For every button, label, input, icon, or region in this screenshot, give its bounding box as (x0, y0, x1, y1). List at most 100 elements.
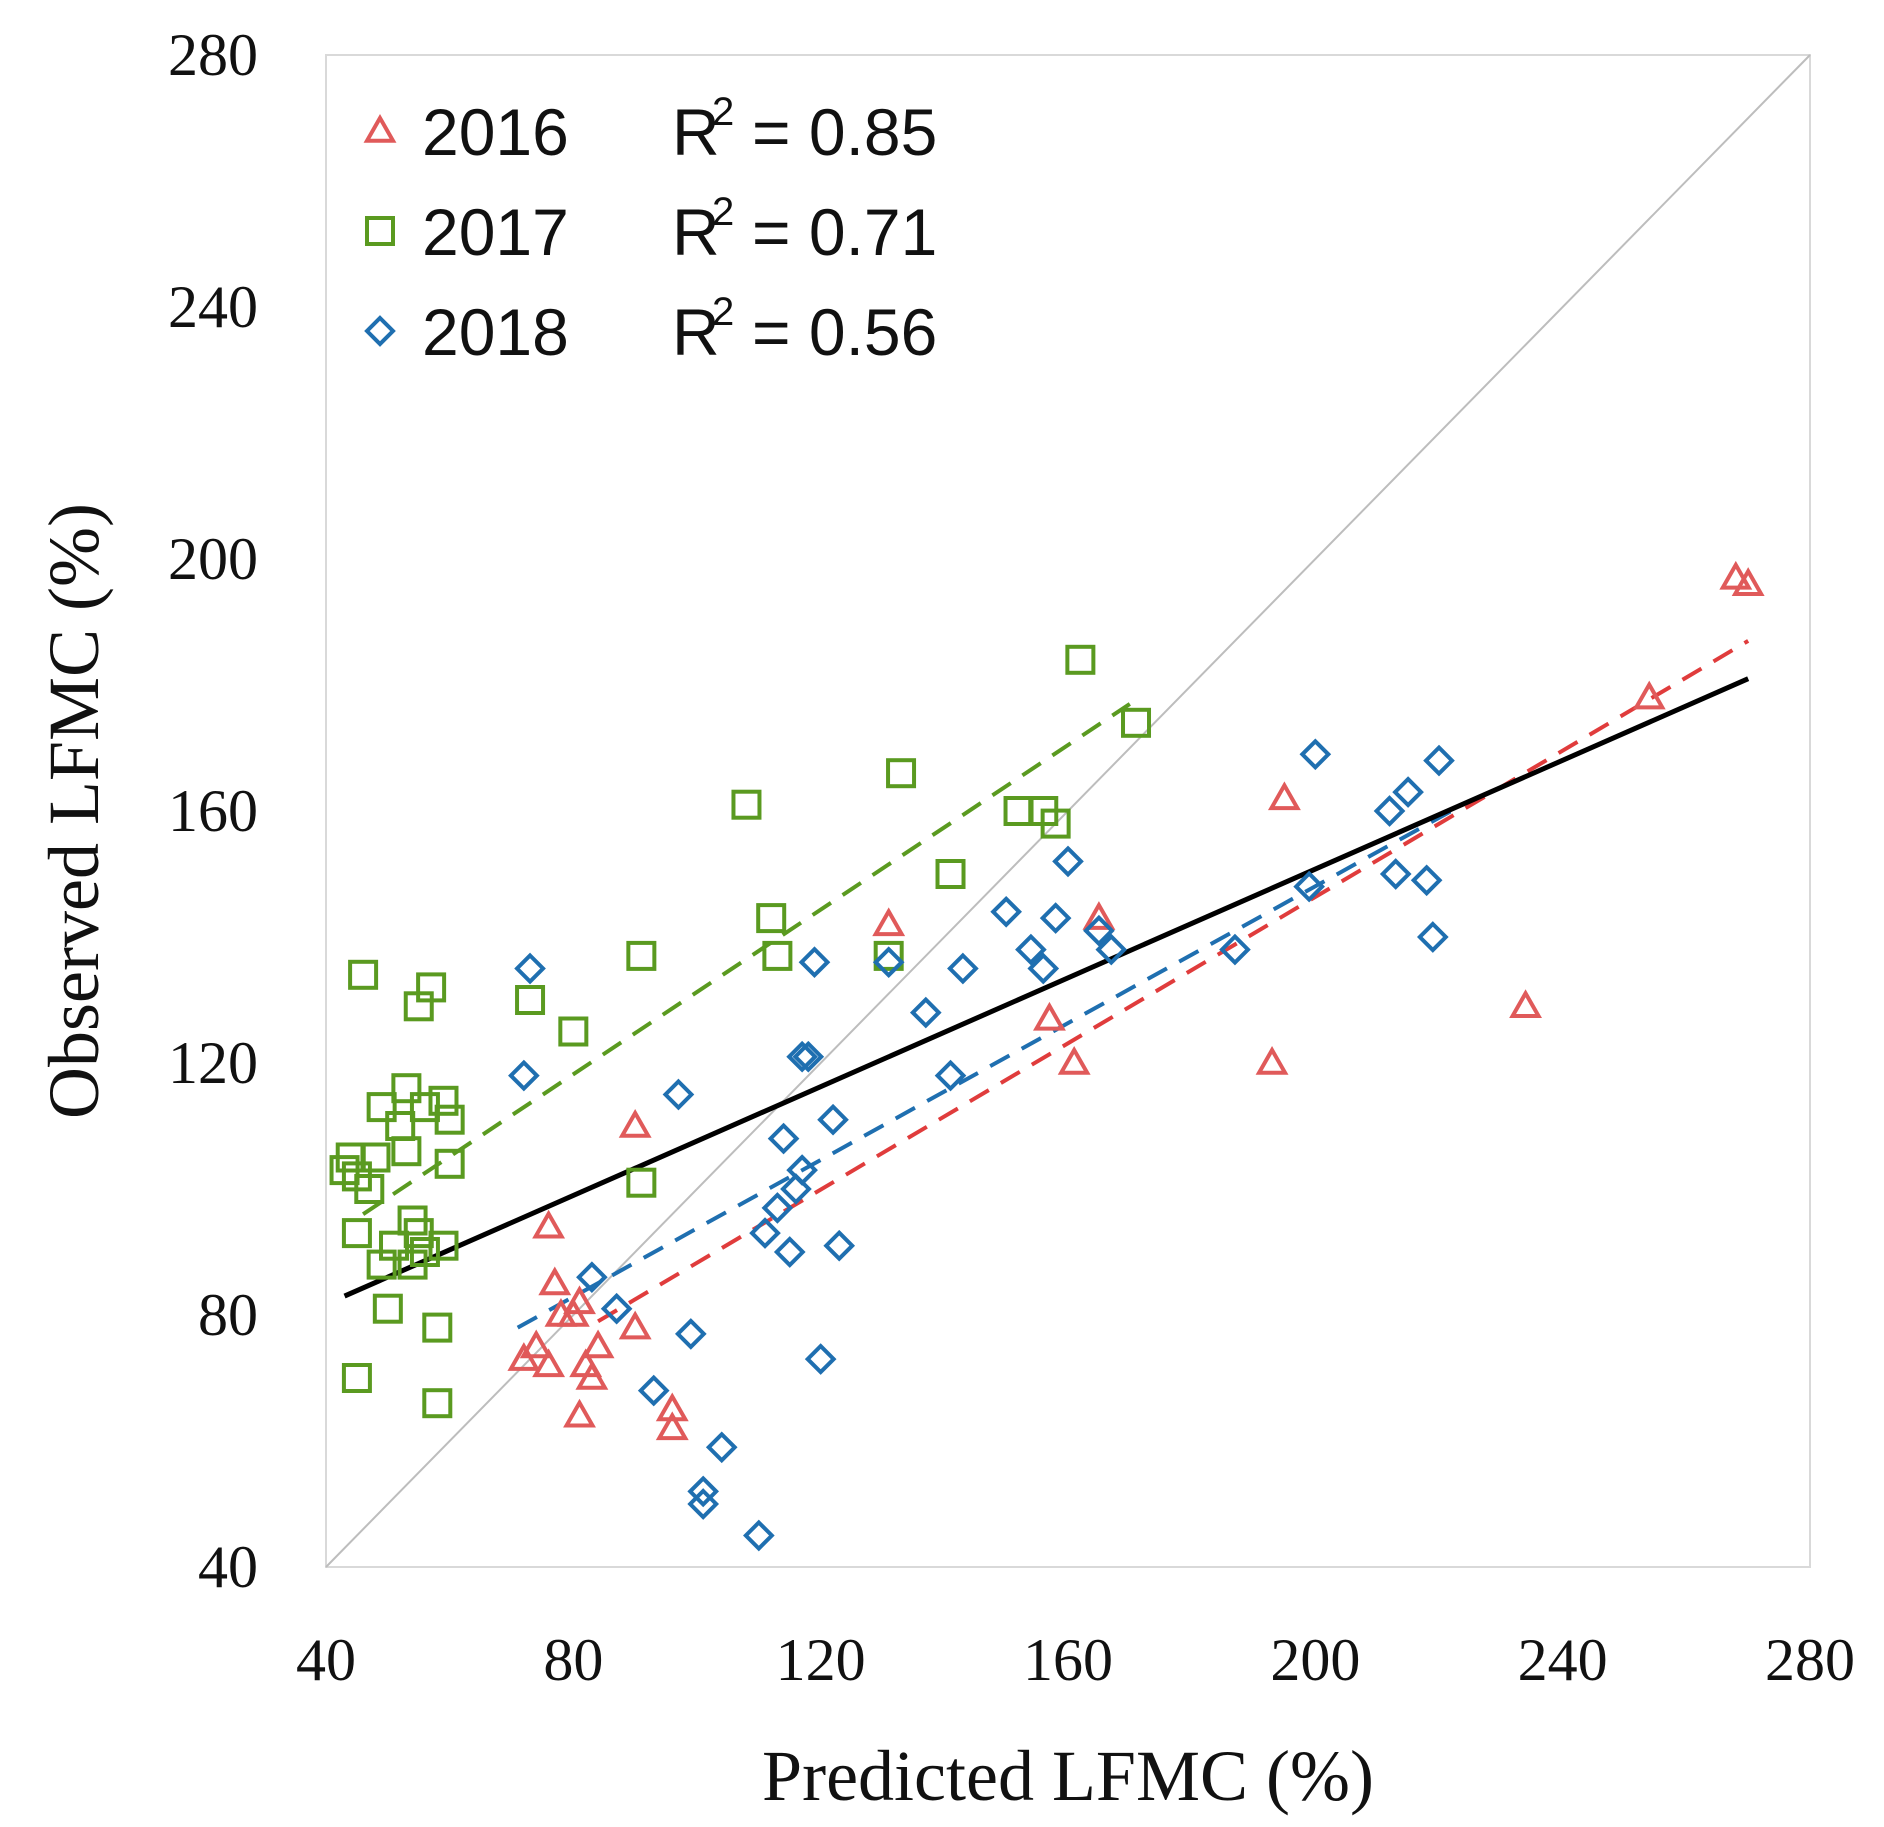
data-point-2017 (756, 903, 787, 934)
data-point-2018 (1416, 921, 1449, 953)
data-point-2017 (409, 1237, 440, 1267)
y-axis-title: Observed LFMC (%) (34, 503, 114, 1119)
data-point-2018 (1392, 776, 1424, 808)
legend-marker-2018 (364, 315, 396, 347)
data-point-2017 (626, 940, 657, 971)
data-point-2017 (558, 1016, 589, 1047)
x-tick-label: 80 (543, 1627, 603, 1693)
data-point-2018 (687, 1475, 720, 1508)
x-tick-label: 40 (296, 1627, 356, 1693)
y-tick-label: 280 (168, 22, 258, 88)
data-point-2018 (823, 1229, 856, 1262)
data-point-2018 (705, 1431, 738, 1464)
data-point-2017 (391, 1136, 422, 1167)
data-point-2018 (1299, 738, 1332, 771)
data-point-2017 (348, 959, 379, 990)
y-tick-labels: 40 80 120 160 200 240 280 (168, 22, 258, 1600)
data-point-2017 (873, 940, 904, 971)
data-point-2018 (1423, 744, 1455, 777)
y-tick-label: 240 (168, 274, 258, 340)
legend-label-2016: 2016 (422, 95, 569, 169)
data-point-2018 (637, 1374, 670, 1407)
data-point-2018 (508, 1059, 540, 1092)
legend-r2-label: R (672, 295, 720, 369)
data-point-2018 (792, 1040, 825, 1073)
data-point-2018 (1410, 864, 1443, 897)
data-point-2017 (416, 972, 447, 1003)
data-point-2018 (767, 1122, 800, 1155)
data-point-2017 (935, 859, 966, 889)
data-point-2016 (1057, 1045, 1091, 1075)
data-point-2018 (798, 946, 831, 979)
data-point-2016 (618, 1310, 652, 1340)
data-point-2016 (575, 1360, 609, 1390)
data-point-2017 (434, 1148, 465, 1179)
data-point-2018 (804, 1343, 837, 1375)
data-point-2018 (773, 1236, 806, 1268)
data-point-2016 (1255, 1045, 1289, 1075)
data-point-2018 (1293, 870, 1325, 903)
data-point-2018 (761, 1192, 794, 1224)
data-point-2017 (366, 1092, 397, 1123)
data-point-2018 (934, 1059, 967, 1092)
data-point-2017 (1040, 808, 1071, 839)
data-point-2018 (1027, 952, 1060, 985)
data-point-2018 (749, 1217, 781, 1249)
data-point-2018 (1373, 795, 1406, 827)
y-tick-label: 120 (168, 1030, 258, 1096)
data-point-2018 (662, 1078, 695, 1111)
data-point-2016 (655, 1392, 689, 1422)
legend-r2-value: = 0.85 (752, 95, 937, 169)
data-point-2017 (422, 1312, 453, 1343)
x-axis-title: Predicted LFMC (%) (762, 1736, 1374, 1816)
x-tick-label: 120 (776, 1627, 866, 1693)
data-point-2017 (341, 1218, 372, 1249)
x-tick-labels: 40 80 120 160 200 240 280 (296, 1627, 1855, 1693)
x-tick-label: 240 (1518, 1627, 1608, 1693)
data-point-2018 (990, 895, 1022, 928)
data-point-2018 (1219, 933, 1251, 966)
data-point-2017 (428, 1230, 459, 1261)
x-tick-label: 200 (1270, 1627, 1360, 1693)
x-tick-label: 280 (1765, 1627, 1855, 1693)
y-tick-label: 80 (198, 1282, 258, 1348)
legend-label-2017: 2017 (422, 195, 569, 269)
data-point-2017 (434, 1104, 465, 1135)
data-point-2016 (538, 1266, 572, 1296)
data-point-2018 (600, 1292, 633, 1325)
data-point-2017 (354, 1174, 385, 1204)
data-point-2018 (1379, 858, 1412, 890)
legend-r2-superscript: 2 (712, 90, 734, 134)
data-point-2018 (817, 1103, 849, 1136)
data-point-2018 (1052, 845, 1084, 878)
data-point-2017 (731, 789, 762, 820)
data-point-2016 (563, 1398, 596, 1428)
data-point-2017 (626, 1167, 657, 1198)
x-tick-label: 160 (1023, 1627, 1113, 1693)
data-point-2018 (743, 1519, 775, 1552)
data-point-2016 (1731, 567, 1765, 596)
legend-r2-superscript: 2 (712, 290, 734, 334)
trend-line-2017 (361, 702, 1131, 1216)
data-point-2018 (1095, 933, 1128, 966)
data-point-2017 (1121, 707, 1152, 738)
data-point-2016 (532, 1209, 566, 1239)
data-point-2018 (687, 1488, 720, 1520)
data-point-2016 (655, 1411, 689, 1441)
data-point-2016 (1719, 560, 1753, 590)
data-point-2017 (341, 1363, 372, 1393)
data-point-2018 (1083, 914, 1115, 947)
data-point-2016 (1632, 680, 1666, 710)
y-tick-label: 40 (198, 1534, 258, 1600)
data-point-2016 (1509, 989, 1543, 1019)
legend-r2-value: = 0.71 (752, 195, 937, 269)
data-point-2018 (674, 1318, 707, 1350)
overall-trend-line (343, 676, 1750, 1299)
data-point-2016 (872, 907, 906, 937)
data-point-2016 (519, 1329, 553, 1359)
data-point-2018 (909, 996, 942, 1029)
data-point-2017 (391, 1073, 422, 1104)
data-point-2017 (428, 1085, 459, 1116)
data-point-2016 (581, 1329, 615, 1359)
